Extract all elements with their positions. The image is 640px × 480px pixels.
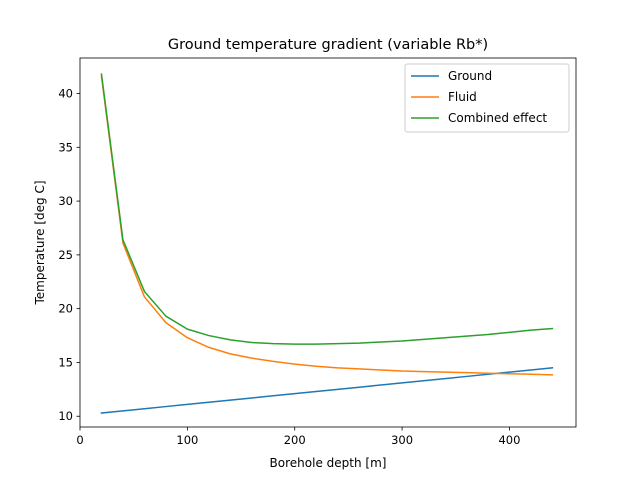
x-tick-label: 100	[176, 433, 198, 447]
x-axis: 0 100 200 300 400	[76, 427, 520, 447]
legend: Ground Fluid Combined effect	[404, 63, 570, 133]
legend-label: Combined effect	[448, 111, 547, 125]
x-tick-label: 0	[76, 433, 83, 447]
y-tick-label: 25	[58, 248, 73, 262]
y-tick-label: 30	[58, 194, 73, 208]
series-line-combined-effect	[100, 73, 554, 345]
y-axis-label: Temperature [deg C]	[33, 180, 47, 305]
chart-title: Ground temperature gradient (variable Rb…	[168, 37, 488, 53]
x-axis-label: Borehole depth [m]	[270, 456, 387, 470]
y-tick-label: 40	[58, 87, 73, 101]
x-tick-label: 300	[391, 433, 413, 447]
plot-frame	[79, 57, 577, 428]
y-tick-label: 20	[58, 302, 73, 316]
y-tick-label: 35	[58, 140, 73, 154]
legend-label: Ground	[448, 69, 492, 83]
series-line-ground	[100, 367, 554, 414]
y-tick-label: 15	[58, 355, 73, 369]
legend-label: Fluid	[448, 90, 477, 104]
series-line-fluid	[100, 75, 554, 376]
legend-box	[404, 63, 570, 133]
x-tick-label: 200	[284, 433, 306, 447]
y-tick-label: 10	[58, 409, 73, 423]
series-layer	[100, 73, 554, 414]
y-axis: 10 15 20 25 30 35 40	[58, 87, 80, 423]
x-tick-label: 400	[498, 433, 520, 447]
